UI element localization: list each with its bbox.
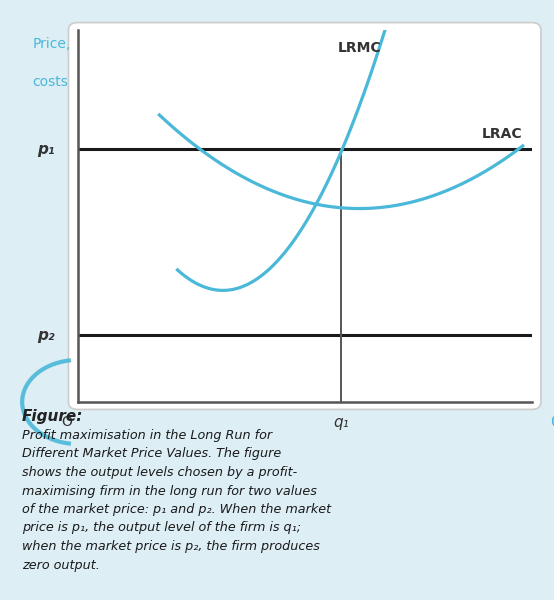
- Text: LRMC: LRMC: [337, 41, 381, 55]
- Text: Price,: Price,: [32, 37, 70, 52]
- Text: p₂: p₂: [37, 328, 55, 343]
- Text: Output: Output: [550, 415, 554, 430]
- Text: O: O: [61, 415, 71, 430]
- Text: LRAC: LRAC: [482, 127, 523, 141]
- Text: q₁: q₁: [333, 415, 349, 430]
- Text: Figure:: Figure:: [22, 409, 84, 424]
- Text: Profit maximisation in the Long Run for
Different Market Price Values. The figur: Profit maximisation in the Long Run for …: [22, 429, 331, 571]
- FancyBboxPatch shape: [69, 23, 541, 409]
- Text: p₁: p₁: [37, 142, 55, 157]
- Text: costs: costs: [32, 74, 68, 89]
